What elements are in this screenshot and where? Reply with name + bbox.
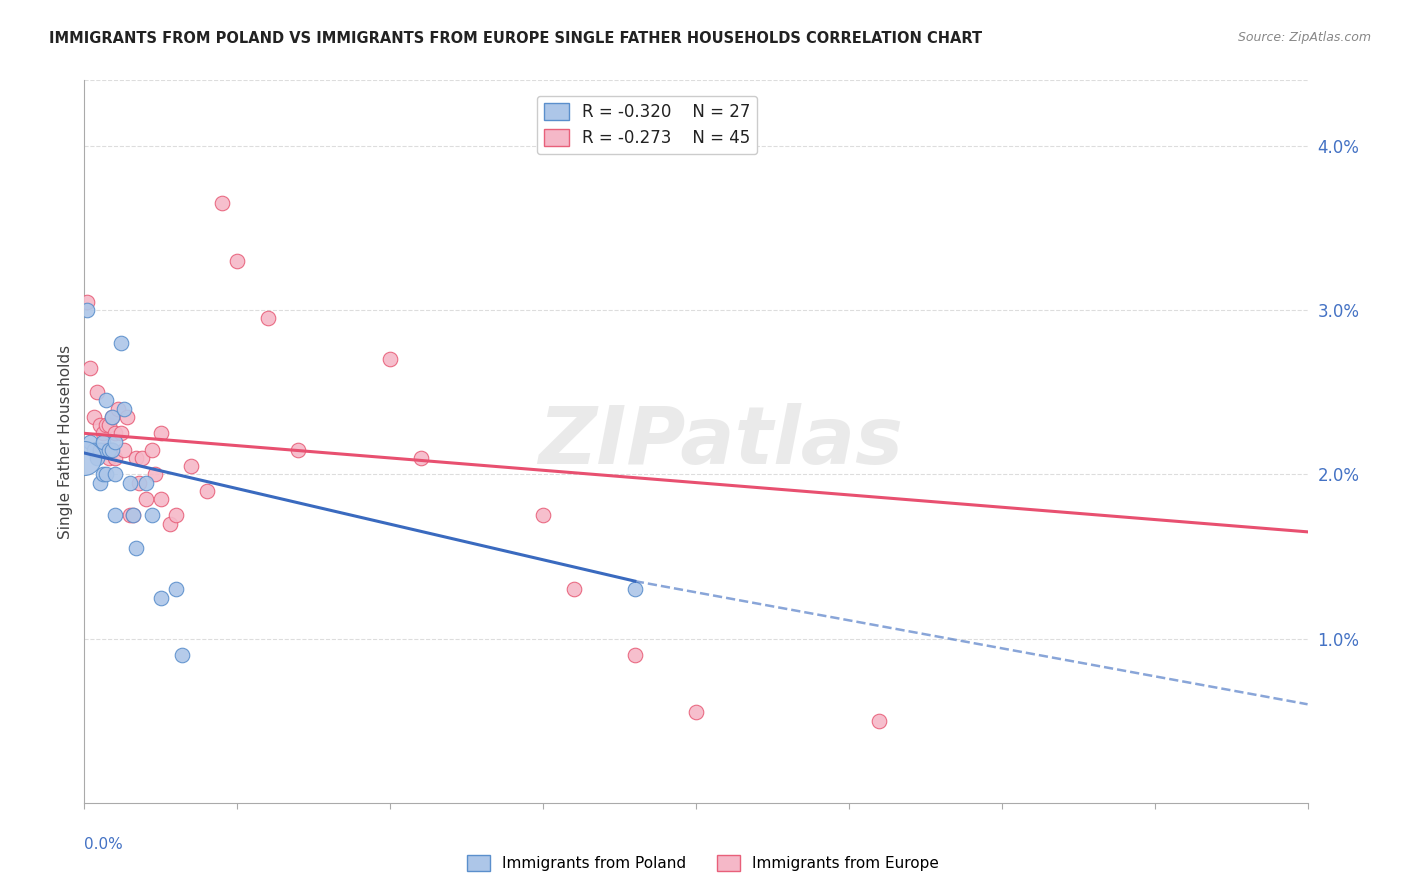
- Point: [91, 442, 114, 457]
- Point: [149, 426, 172, 441]
- Point: [115, 409, 138, 424]
- Point: [91, 467, 114, 482]
- Y-axis label: Single Father Households: Single Father Households: [58, 344, 73, 539]
- Point: [94, 393, 117, 408]
- Point: [869, 714, 891, 728]
- Point: [104, 426, 127, 441]
- Point: [97, 418, 120, 433]
- Point: [91, 426, 114, 441]
- Point: [125, 450, 148, 465]
- Point: [89, 442, 111, 457]
- Point: [380, 352, 402, 367]
- Point: [131, 450, 153, 465]
- Point: [86, 385, 108, 400]
- Text: IMMIGRANTS FROM POLAND VS IMMIGRANTS FROM EUROPE SINGLE FATHER HOUSEHOLDS CORREL: IMMIGRANTS FROM POLAND VS IMMIGRANTS FRO…: [49, 31, 983, 46]
- Point: [110, 336, 132, 351]
- Point: [101, 442, 124, 457]
- Point: [135, 491, 157, 506]
- Point: [122, 508, 145, 523]
- Point: [120, 508, 142, 523]
- Point: [94, 467, 117, 482]
- Point: [107, 401, 129, 416]
- Point: [141, 442, 163, 457]
- Text: 0.0%: 0.0%: [84, 838, 124, 853]
- Point: [76, 303, 98, 318]
- Point: [89, 475, 111, 490]
- Point: [120, 475, 142, 490]
- Point: [112, 401, 135, 416]
- Point: [79, 434, 101, 449]
- Point: [143, 467, 166, 482]
- Point: [89, 418, 111, 433]
- Point: [122, 508, 145, 523]
- Point: [128, 475, 150, 490]
- Point: [101, 409, 124, 424]
- Point: [531, 508, 554, 523]
- Point: [89, 442, 111, 457]
- Point: [83, 409, 105, 424]
- Point: [165, 582, 187, 597]
- Point: [94, 418, 117, 433]
- Point: [104, 450, 127, 465]
- Point: [97, 450, 120, 465]
- Point: [86, 450, 108, 465]
- Point: [135, 475, 157, 490]
- Point: [624, 582, 647, 597]
- Point: [562, 582, 585, 597]
- Legend: R = -0.320    N = 27, R = -0.273    N = 45: R = -0.320 N = 27, R = -0.273 N = 45: [537, 95, 756, 153]
- Point: [101, 442, 124, 457]
- Point: [287, 442, 309, 457]
- Point: [172, 648, 194, 662]
- Point: [112, 442, 135, 457]
- Point: [104, 467, 127, 482]
- Point: [83, 442, 105, 457]
- Legend: Immigrants from Poland, Immigrants from Europe: Immigrants from Poland, Immigrants from …: [461, 849, 945, 877]
- Point: [97, 442, 120, 457]
- Point: [149, 591, 172, 605]
- Text: ZIPatlas: ZIPatlas: [538, 402, 903, 481]
- Text: Source: ZipAtlas.com: Source: ZipAtlas.com: [1237, 31, 1371, 45]
- Point: [73, 450, 96, 465]
- Point: [141, 508, 163, 523]
- Point: [79, 360, 101, 375]
- Point: [76, 295, 98, 310]
- Point: [159, 516, 181, 531]
- Point: [685, 706, 707, 720]
- Point: [101, 409, 124, 424]
- Point: [257, 311, 280, 326]
- Point: [104, 434, 127, 449]
- Point: [110, 426, 132, 441]
- Point: [149, 491, 172, 506]
- Point: [104, 508, 127, 523]
- Point: [125, 541, 148, 556]
- Point: [195, 483, 218, 498]
- Point: [624, 648, 647, 662]
- Point: [409, 450, 432, 465]
- Point: [165, 508, 187, 523]
- Point: [180, 459, 202, 474]
- Point: [94, 442, 117, 457]
- Point: [211, 196, 233, 211]
- Point: [226, 253, 249, 268]
- Point: [91, 434, 114, 449]
